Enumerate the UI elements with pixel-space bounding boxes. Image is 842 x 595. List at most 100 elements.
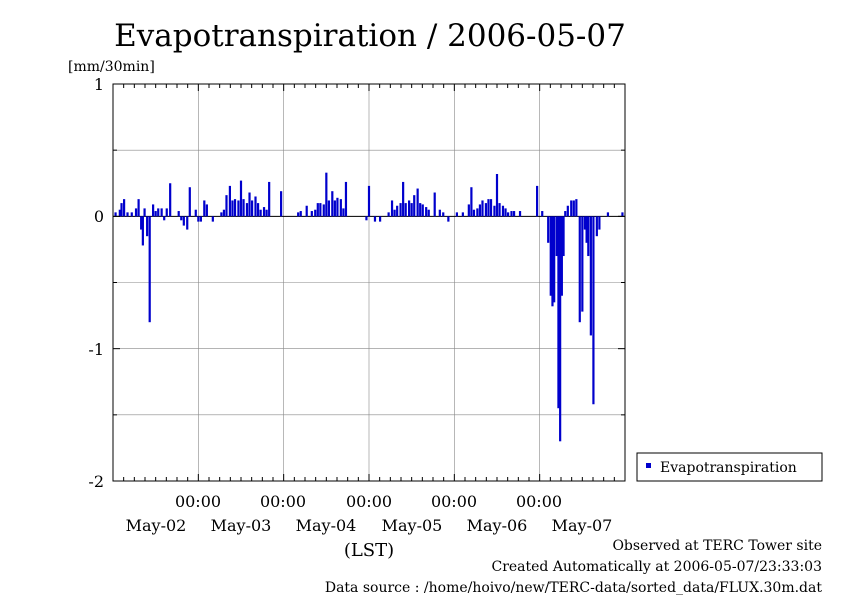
bar xyxy=(427,209,430,217)
bar xyxy=(160,208,163,217)
x-axis-label: (LST) xyxy=(344,540,394,561)
bar xyxy=(402,181,405,217)
axis-ticks xyxy=(112,83,626,482)
bar xyxy=(331,191,334,217)
bar xyxy=(518,211,522,217)
bar xyxy=(413,195,416,217)
bar xyxy=(585,216,588,243)
bar xyxy=(268,181,271,217)
bar xyxy=(493,205,496,217)
bar xyxy=(410,203,413,217)
bar xyxy=(233,199,237,217)
bar xyxy=(228,185,232,217)
bar xyxy=(498,203,501,217)
bar xyxy=(606,212,610,217)
bar xyxy=(197,216,200,222)
bar xyxy=(248,192,251,217)
bar xyxy=(399,203,402,217)
bar xyxy=(194,209,197,217)
bar xyxy=(314,209,317,217)
bar xyxy=(583,216,586,230)
x-day-label: May-03 xyxy=(211,516,272,535)
bar xyxy=(481,200,484,217)
bar xyxy=(404,203,407,217)
y-tick-label: -2 xyxy=(88,472,104,491)
legend-label: Evapotranspiration xyxy=(660,460,797,476)
bar xyxy=(470,187,473,217)
bar xyxy=(589,216,592,336)
bar xyxy=(316,203,319,217)
x-day-label: May-04 xyxy=(296,516,357,535)
bar xyxy=(510,211,513,217)
bar xyxy=(387,212,390,217)
bar xyxy=(504,208,507,217)
bar xyxy=(122,199,126,217)
bar xyxy=(242,199,245,217)
bar xyxy=(373,216,377,222)
bar xyxy=(140,216,143,230)
bar xyxy=(237,200,240,217)
bar xyxy=(592,216,595,405)
bar xyxy=(325,172,328,217)
bar xyxy=(280,191,283,217)
bar xyxy=(297,212,300,217)
bar xyxy=(501,205,505,217)
y-tick-label: -1 xyxy=(88,340,104,359)
bar xyxy=(203,200,206,217)
bar xyxy=(442,212,445,217)
grid-lines xyxy=(113,84,625,481)
bar xyxy=(566,205,569,217)
y-tick-label: 0 xyxy=(94,207,104,226)
bar xyxy=(118,209,121,217)
chart-title: Evapotranspiration / 2006-05-07 xyxy=(114,18,626,54)
bar xyxy=(425,207,428,217)
legend-box xyxy=(636,452,823,482)
bar xyxy=(487,199,490,217)
bar xyxy=(199,216,202,222)
bar xyxy=(408,200,411,217)
bar xyxy=(438,209,441,217)
bar xyxy=(148,216,151,323)
bar xyxy=(572,200,575,217)
bar xyxy=(239,180,243,217)
footer-created: Created Automatically at 2006-05-07/23:3… xyxy=(491,559,822,575)
bar xyxy=(393,209,396,217)
bar xyxy=(143,208,146,217)
bar xyxy=(211,216,214,222)
bar xyxy=(476,208,479,217)
bar xyxy=(396,205,399,217)
y-axis-label: [mm/30min] xyxy=(68,59,155,75)
x-day-label: May-06 xyxy=(467,516,528,535)
bar xyxy=(126,212,129,217)
bar xyxy=(472,209,476,217)
bar xyxy=(512,211,516,217)
legend-swatch xyxy=(646,463,651,468)
bar xyxy=(433,192,436,217)
bar xyxy=(157,208,160,217)
bar xyxy=(447,216,450,222)
bar xyxy=(551,216,554,307)
bar xyxy=(562,216,565,257)
bar xyxy=(595,216,598,237)
bar xyxy=(378,216,382,222)
bar xyxy=(120,203,123,217)
bar xyxy=(163,216,166,221)
bar xyxy=(137,199,140,217)
bar xyxy=(188,187,191,217)
bar xyxy=(205,204,208,217)
bar xyxy=(154,211,157,217)
bar xyxy=(587,216,590,257)
bar xyxy=(310,211,313,217)
bar xyxy=(177,211,180,217)
bar xyxy=(245,203,249,217)
x-time-tick-label: 00:00 xyxy=(431,492,477,511)
bar xyxy=(165,208,168,217)
x-day-label: May-02 xyxy=(126,516,187,535)
x-time-tick-label: 00:00 xyxy=(516,492,562,511)
bar xyxy=(570,200,573,217)
x-time-tick-label: 00:00 xyxy=(346,492,392,511)
bar xyxy=(327,200,330,217)
bar xyxy=(322,204,325,217)
footer-observed: Observed at TERC Tower site xyxy=(612,538,822,554)
